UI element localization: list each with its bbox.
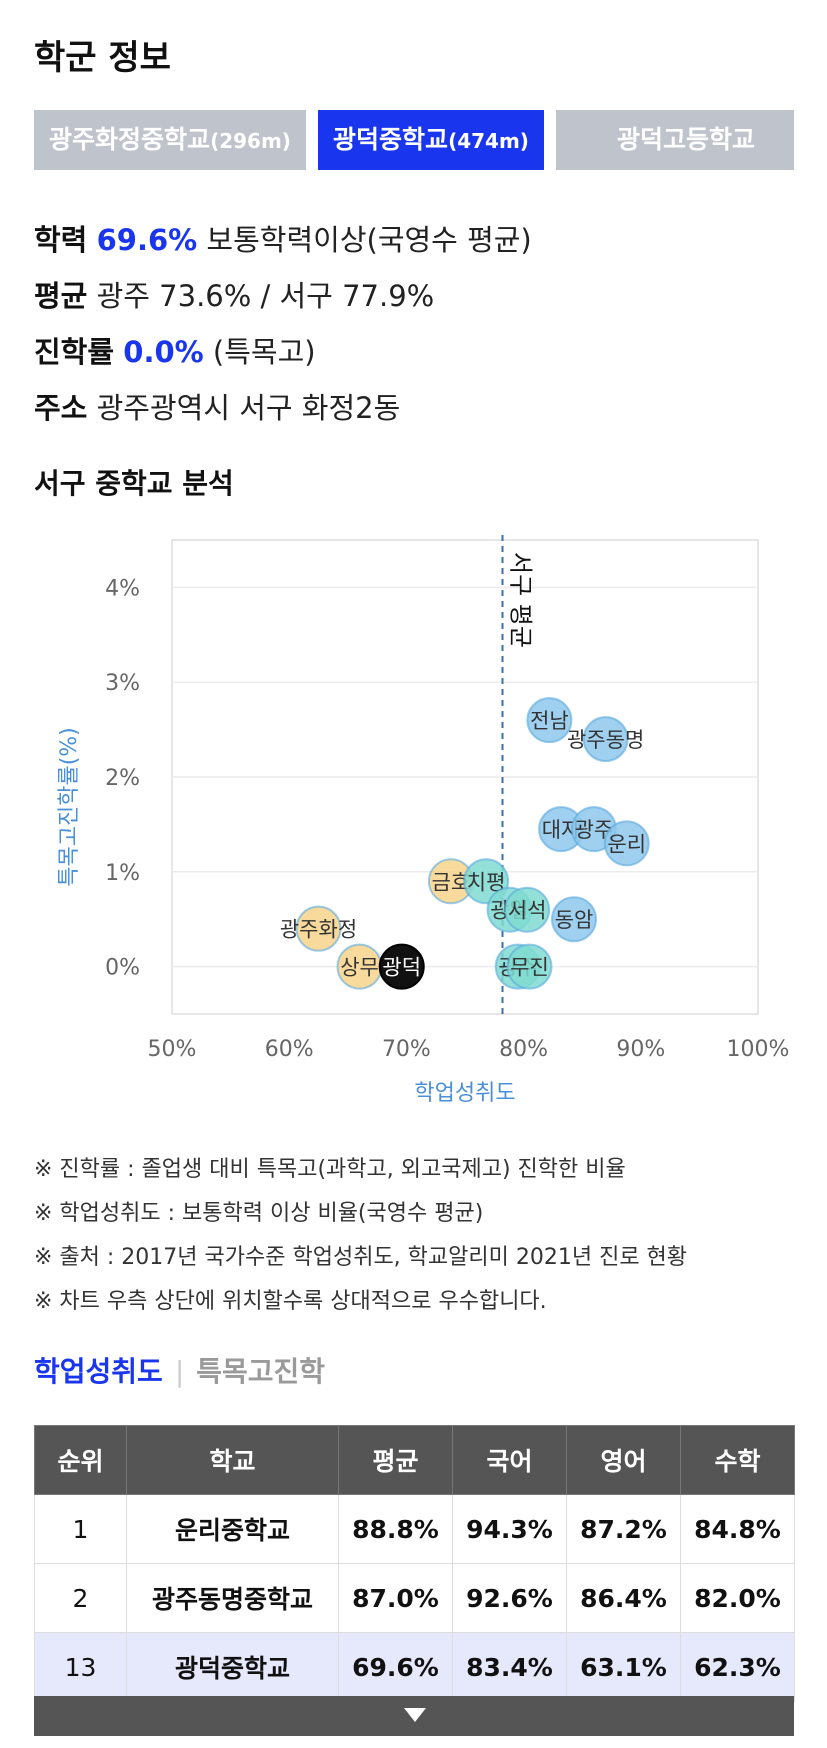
note-source: ※ 출처 : 2017년 국가수준 학업성취도, 학교알리미 2021년 진로 … xyxy=(34,1245,688,1270)
data-point-label: 동암 xyxy=(555,908,594,932)
address-row: 주소 광주광역시 서구 화정2동 xyxy=(34,380,532,436)
cell-school: 운리중학교 xyxy=(126,1494,339,1564)
school-info: 학력 69.6% 보통학력이상(국영수 평균) 평균 광주 73.6% / 서구… xyxy=(34,212,532,436)
address-label: 주소 xyxy=(34,391,88,425)
y-axis-title: 특목고진학률(%) xyxy=(57,727,82,887)
table-row: 2 광주동명중학교 87.0% 92.6% 86.4% 82.0% xyxy=(34,1563,795,1633)
data-point-label: 무진 xyxy=(510,956,549,980)
x-tick-label: 60% xyxy=(265,1037,314,1062)
data-point xyxy=(295,905,342,952)
header-average: 평균 xyxy=(338,1425,453,1495)
cell-korean: 94.3% xyxy=(452,1494,567,1564)
cell-math: 82.0% xyxy=(680,1563,795,1633)
header-english: 영어 xyxy=(566,1425,681,1495)
x-tick-label: 100% xyxy=(727,1037,790,1062)
data-point-label: 광주화정 xyxy=(280,918,357,942)
ranking-table: 순위 학교 평균 국어 영어 수학 1 운리중학교 88.8% 94.3% 87… xyxy=(34,1425,795,1702)
tab-separator: | xyxy=(174,1355,185,1388)
cell-rank: 1 xyxy=(34,1494,127,1564)
x-axis-title: 학업성취도 xyxy=(414,1081,515,1106)
data-point xyxy=(378,943,425,990)
caret-down-icon xyxy=(404,1708,426,1722)
tab-school-2[interactable]: 광덕고등학교 xyxy=(556,110,794,170)
tab-achievement[interactable]: 학업성취도 xyxy=(34,1355,163,1388)
header-rank: 순위 xyxy=(34,1425,127,1495)
school-tabs: 광주화정중학교(296m) 광덕중학교(474m) 광덕고등학교 xyxy=(34,110,794,170)
achievement-label: 학력 xyxy=(34,223,88,257)
tab-school-0[interactable]: 광주화정중학교(296m) xyxy=(34,110,306,170)
average-value: 광주 73.6% / 서구 77.9% xyxy=(96,279,435,313)
y-tick-label: 1% xyxy=(105,861,140,886)
data-point xyxy=(526,697,573,744)
cell-rank: 13 xyxy=(34,1632,127,1702)
advance-rate-row: 진학률 0.0% (특목고) xyxy=(34,324,532,380)
achievement-value: 69.6% xyxy=(96,223,198,257)
note-achievement: ※ 학업성취도 : 보통학력 이상 비율(국영수 평균) xyxy=(34,1201,484,1226)
header-korean: 국어 xyxy=(452,1425,567,1495)
data-point xyxy=(550,896,597,943)
advance-label: 진학률 xyxy=(34,335,115,369)
cell-school: 광덕중학교 xyxy=(126,1632,339,1702)
show-more-button[interactable] xyxy=(34,1696,794,1736)
ranking-tabs: 학업성취도 | 특목고진학 xyxy=(34,1350,325,1390)
x-tick-label: 50% xyxy=(148,1037,197,1062)
cell-math: 62.3% xyxy=(680,1632,795,1702)
scatter-chart: 0% 1% 2% 3% 4% 50% 60% 70% 80% 90% 100% 학업성취도 특목고진학률… xyxy=(57,535,790,1106)
note-advance-rate: ※ 진학률 : 졸업생 대비 특목고(과학고, 외고국제고) 진학한 비율 xyxy=(34,1157,626,1182)
y-tick-label: 3% xyxy=(105,671,140,696)
cell-school: 광주동명중학교 xyxy=(126,1563,339,1633)
x-tick-label: 80% xyxy=(499,1037,548,1062)
x-tick-label: 70% xyxy=(382,1037,431,1062)
data-point-label: 상무 xyxy=(340,956,379,980)
cell-average: 88.8% xyxy=(338,1494,453,1564)
data-point-label: 운리 xyxy=(607,832,646,856)
notes: ※ 진학률 : 졸업생 대비 특목고(과학고, 외고국제고) 진학한 비율 ※ … xyxy=(34,1148,687,1324)
average-label: 평균 xyxy=(34,279,88,313)
tab-school-1[interactable]: 광덕중학교(474m) xyxy=(318,110,544,170)
y-tick-label: 2% xyxy=(105,766,140,791)
data-point-label: 서석 xyxy=(508,899,547,923)
tab-school-name: 광주화정중학교 xyxy=(49,125,211,154)
data-point xyxy=(506,943,553,990)
table-row: 1 운리중학교 88.8% 94.3% 87.2% 84.8% xyxy=(34,1494,795,1564)
data-point-label: 광덕 xyxy=(382,956,421,980)
cell-math: 84.8% xyxy=(680,1494,795,1564)
tab-school-distance: (474m) xyxy=(448,129,529,153)
tab-school-name: 광덕고등학교 xyxy=(616,125,755,154)
cell-english: 86.4% xyxy=(566,1563,681,1633)
header-math: 수학 xyxy=(680,1425,795,1495)
tab-school-name: 광덕중학교 xyxy=(333,125,449,154)
cell-korean: 83.4% xyxy=(452,1632,567,1702)
cell-korean: 92.6% xyxy=(452,1563,567,1633)
data-point-label: 광주동명 xyxy=(567,728,644,752)
analysis-title: 서구 중학교 분석 xyxy=(34,467,234,500)
section-title: 학군 정보 xyxy=(34,38,171,78)
advance-value: 0.0% xyxy=(123,335,204,369)
y-tick-label: 0% xyxy=(105,956,140,981)
data-point xyxy=(504,886,551,933)
address-value: 광주광역시 서구 화정2동 xyxy=(96,391,401,425)
x-tick-label: 90% xyxy=(616,1037,665,1062)
achievement-desc: 보통학력이상(국영수 평균) xyxy=(206,223,532,257)
data-point xyxy=(582,716,629,763)
data-point xyxy=(603,820,650,867)
note-chart-guide: ※ 차트 우측 상단에 위치할수록 상대적으로 우수합니다. xyxy=(34,1289,547,1314)
table-row-current-school: 13 광덕중학교 69.6% 83.4% 63.1% 62.3% xyxy=(34,1632,795,1702)
tab-school-distance: (296m) xyxy=(210,129,291,153)
tab-special-school[interactable]: 특목고진학 xyxy=(196,1355,326,1388)
reference-line-label: 서구 평균 xyxy=(507,552,535,648)
cell-average: 87.0% xyxy=(338,1563,453,1633)
cell-english: 87.2% xyxy=(566,1494,681,1564)
cell-rank: 2 xyxy=(34,1563,127,1633)
cell-english: 63.1% xyxy=(566,1632,681,1702)
average-row: 평균 광주 73.6% / 서구 77.9% xyxy=(34,268,532,324)
achievement-row: 학력 69.6% 보통학력이상(국영수 평균) xyxy=(34,212,532,268)
table-header-row: 순위 학교 평균 국어 영어 수학 xyxy=(34,1425,795,1495)
header-school: 학교 xyxy=(126,1425,339,1495)
data-point-label: 전남 xyxy=(530,709,569,733)
advance-desc: (특목고) xyxy=(212,335,316,369)
cell-average: 69.6% xyxy=(338,1632,453,1702)
y-tick-label: 4% xyxy=(105,576,140,601)
